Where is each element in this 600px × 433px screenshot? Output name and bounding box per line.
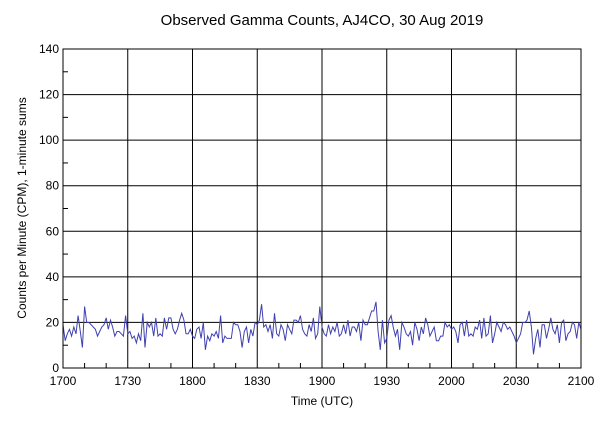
- x-tick-label: 2030: [503, 374, 530, 388]
- y-tick-label: 0: [52, 361, 59, 375]
- plot-frame: [62, 48, 582, 369]
- y-tick-label: 80: [46, 179, 60, 193]
- x-tick-label: 1700: [50, 374, 77, 388]
- y-tick-label: 100: [39, 133, 59, 147]
- y-tick-label: 40: [46, 270, 60, 284]
- chart-title: Observed Gamma Counts, AJ4CO, 30 Aug 201…: [161, 12, 484, 29]
- series-line: [62, 301, 582, 355]
- y-tick-label: 60: [46, 224, 60, 238]
- x-tick-label: 2000: [438, 374, 465, 388]
- x-tick-label: 1800: [179, 374, 206, 388]
- y-tick-label: 120: [39, 88, 59, 102]
- x-tick-label: 2100: [568, 374, 595, 388]
- y-tick-label: 140: [39, 42, 59, 56]
- x-tick-label: 1930: [373, 374, 400, 388]
- x-tick-label: 1830: [244, 374, 271, 388]
- x-tick-label: 1730: [114, 374, 141, 388]
- x-tick-label: 1900: [309, 374, 336, 388]
- x-axis-label: Time (UTC): [291, 394, 353, 408]
- y-axis-label: Counts per Minute (CPM), 1-minute sums: [15, 97, 29, 318]
- y-tick-label: 20: [46, 315, 60, 329]
